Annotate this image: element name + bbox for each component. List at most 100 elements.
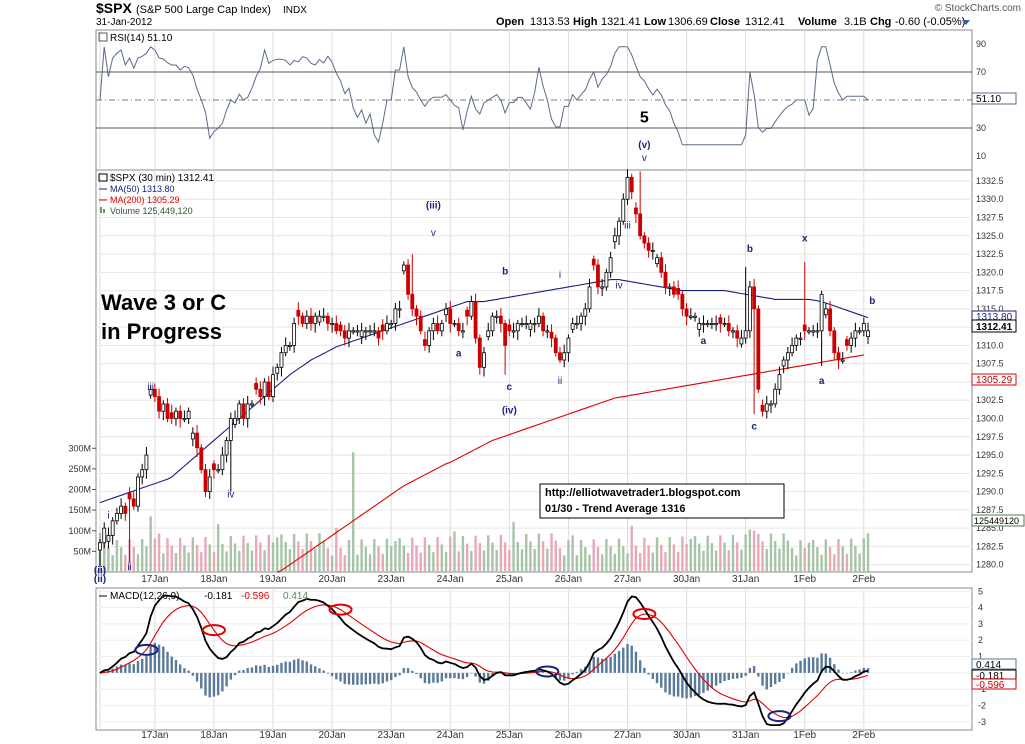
macd-hist-bar [423,672,427,684]
macd-hist-bar [204,672,207,696]
candle-body [663,271,668,288]
x-tick-label: 24Jan [437,574,464,585]
macd-hist-bar [183,668,186,673]
macd-hist-bar [309,664,313,673]
candle-body [190,432,195,440]
volume-bar [478,543,481,572]
candle-body [532,323,537,326]
macd-hist-bar [588,662,591,673]
candle-body [363,330,368,333]
volume-bar [373,539,376,572]
candle-body [752,286,756,310]
volume-bar [529,541,532,572]
right-badges: 1313.80 1312.41 1305.29 125449120 51.10 … [971,92,1025,691]
volume-bar [233,543,237,572]
candle-body [828,308,832,332]
macd-hist-bar [824,653,828,673]
candle-body [461,330,465,333]
blog-url[interactable]: http://elliotwavetrader1.blogspot.com [545,487,741,499]
open-value: 1313.53 [530,16,570,28]
candle-body [393,308,398,324]
volume-bar [841,546,844,572]
macd-hist-bar [136,661,140,673]
volume-bar [622,546,625,572]
macd-hist-bar [470,672,473,674]
candle-body [579,315,583,324]
volume-layer [98,452,870,572]
volume-bar [427,544,431,572]
x-tick-label: 19Jan [259,574,286,585]
macd-hist-bar [487,672,490,681]
macd-legend: MACD(12,26,9) -0.181 -0.596 0.414 [99,591,308,602]
candle-body [376,330,381,339]
macd-hist-bar [765,672,768,690]
macd-hist-bar [613,653,617,673]
macd-hist-bar [541,671,545,673]
macd-tick-label: -3 [978,717,986,727]
volume-bar [736,542,739,572]
volume-bar [141,539,144,572]
macd-hist-bar [774,672,777,685]
hist-badge: 0.414 [976,660,1001,671]
rsi-layer [99,46,869,146]
candle-body [152,388,157,397]
x-tick-label: 2Feb [852,730,875,741]
volume-bar [774,541,777,572]
volume-bar [778,548,781,572]
volume-bar [267,534,270,572]
macd-hist-bar [276,664,279,673]
wave-label: (ii) [94,565,106,576]
volume-bar [385,538,389,572]
candle-body [680,293,685,310]
volume-bar [415,545,418,572]
x-tick-label: 1Feb [793,730,816,741]
macd-hist-bar [98,672,102,674]
macd-hist-bar [782,672,785,679]
open-label: Open [496,16,524,28]
macd-hist-bar [558,672,562,681]
x-tick-label: 27Jan [614,730,641,741]
macd-hist-bar [280,662,283,673]
volume-bar [849,538,853,572]
macd-crossover-marker [535,665,560,678]
volume-bar [786,540,790,572]
volume-bar [698,543,701,572]
macd-hist-bar [153,642,157,673]
price-legend: $SPX (30 min) 1312.41 MA(50) 1313.80 MA(… [98,173,214,216]
volume-bar [512,522,515,572]
macd-crossover-marker [328,603,353,616]
signal-badge-frame [971,678,1017,690]
candle-body [325,315,330,324]
macd-hist-bar [343,672,346,685]
candle-body [279,352,284,368]
volume-bar [221,543,224,572]
volume-bar [107,547,110,572]
volume-bar [508,549,511,572]
wave-label: a [456,348,462,359]
macd-hist-bar [166,651,169,673]
x-tick-label: 26Jan [555,730,582,741]
exchange: INDX [283,5,307,16]
candle-body [604,271,609,288]
wave-label: ii [127,562,131,573]
macd-hist-bar [377,672,380,685]
ma50-legend: MA(50) 1313.80 [110,184,175,194]
volume-bar [314,548,317,572]
volume-bar [660,544,663,572]
volume-label: Volume [798,16,837,28]
candle-body [245,403,250,419]
volume-bar [647,545,650,572]
x-tick-label: 31Jan [732,730,759,741]
candle-body [558,352,562,361]
macd-hist-bar [609,656,612,673]
macd-hist-bar [786,672,790,674]
candle-body [275,366,280,374]
macd-hist-bar [242,670,245,673]
macd-hist-bar [271,665,275,673]
chevron-down-icon[interactable] [962,20,970,25]
x-tick-label: 18Jan [200,574,227,585]
close-label: Close [710,16,740,28]
macd-line [99,594,869,726]
volume-bar [157,533,161,572]
candle-body [566,337,571,354]
